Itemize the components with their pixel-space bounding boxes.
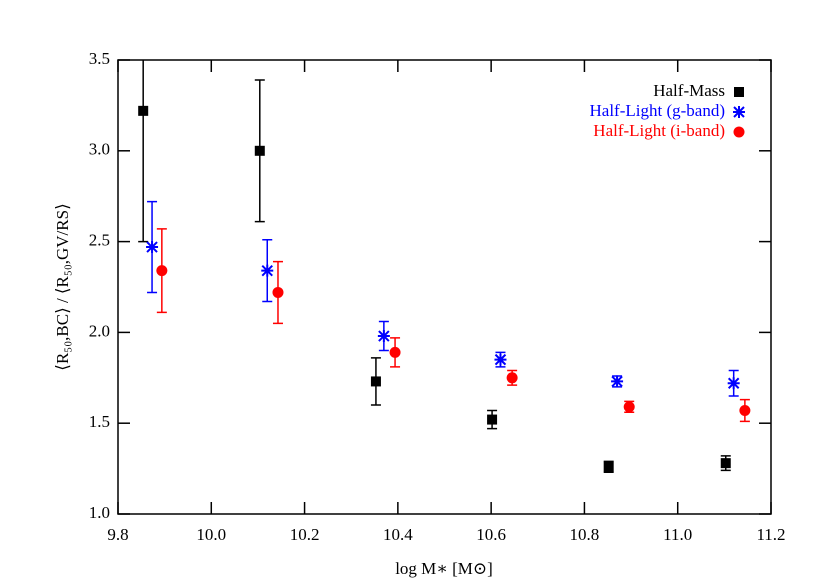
legend-label: Half-Light (g-band): [590, 101, 725, 120]
y-tick-label: 2.0: [89, 321, 110, 340]
x-tick-label: 9.8: [107, 525, 128, 544]
marker-circle: [272, 286, 284, 298]
marker-circle: [623, 401, 635, 413]
x-tick-label: 10.4: [383, 525, 413, 544]
marker-asterisk: [494, 353, 507, 366]
x-axis-label: log M∗ [M⊙]: [395, 559, 493, 578]
x-tick-label: 10.6: [476, 525, 506, 544]
y-tick-label: 3.5: [89, 49, 110, 68]
marker-circle: [156, 265, 168, 277]
marker-asterisk: [727, 377, 740, 390]
error-bar: [138, 60, 149, 243]
marker-circle: [506, 372, 518, 384]
marker-square: [138, 105, 149, 116]
plot-area: [138, 60, 751, 473]
marker-circle: [739, 404, 751, 416]
marker-circle: [733, 126, 745, 138]
legend-label: Half-Light (i-band): [593, 121, 725, 140]
marker-square: [603, 461, 614, 472]
x-tick-label: 11.2: [756, 525, 785, 544]
y-tick-label: 3.0: [89, 140, 110, 159]
marker-square: [734, 87, 744, 97]
marker-square: [370, 376, 381, 387]
plot-frame: [117, 59, 772, 515]
marker-square: [254, 145, 265, 156]
x-tick-label: 10.2: [290, 525, 320, 544]
x-tick-label: 11.0: [663, 525, 692, 544]
x-tick-label: 10.8: [570, 525, 600, 544]
y-axis-label: ⟨R₅₀,BC⟩ / ⟨R₅₀,GV/RS⟩: [53, 203, 72, 370]
y-tick-label: 1.5: [89, 412, 110, 431]
marker-asterisk: [146, 241, 159, 254]
marker-square: [487, 414, 498, 425]
marker-asterisk: [377, 330, 390, 343]
marker-asterisk: [611, 375, 624, 388]
marker-asterisk: [733, 106, 745, 118]
x-tick-label: 10.0: [196, 525, 226, 544]
y-tick-label: 2.5: [89, 231, 110, 250]
legend-label: Half-Mass: [653, 81, 725, 100]
marker-square: [720, 458, 731, 469]
marker-circle: [389, 346, 401, 358]
marker-asterisk: [261, 264, 274, 277]
y-tick-label: 1.0: [89, 503, 110, 522]
